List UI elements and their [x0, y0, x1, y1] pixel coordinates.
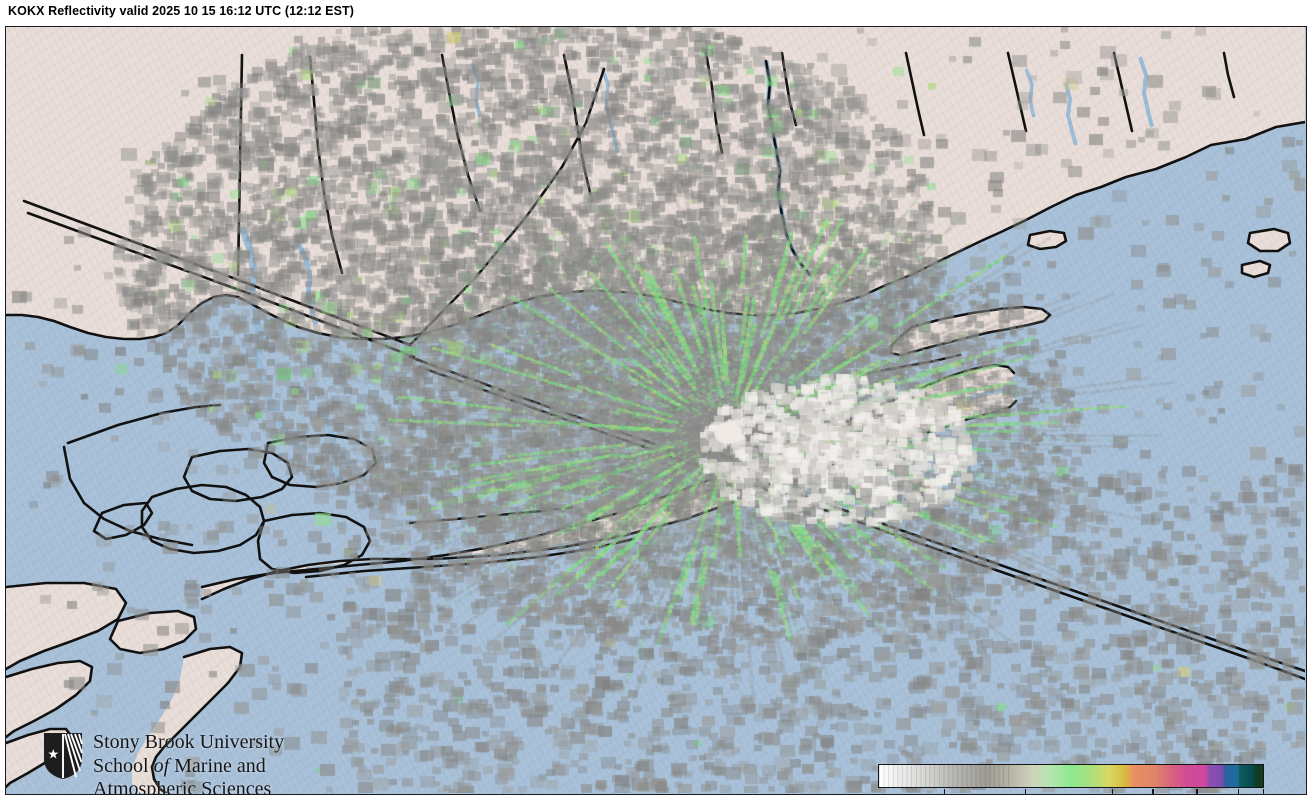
colorbar-tick	[1152, 789, 1154, 794]
shield-icon	[44, 733, 83, 779]
logo-text: Stony Brook University School of Marine …	[93, 731, 284, 794]
logo-line-2: School of Marine and	[93, 754, 266, 777]
stony-brook-logo: Stony Brook University School of Marine …	[42, 731, 284, 794]
colorbar-tick	[943, 789, 946, 794]
colorbar-tick	[1237, 789, 1240, 794]
map-viewport[interactable]: Stony Brook University School of Marine …	[6, 27, 1306, 794]
page-title: KOKX Reflectivity valid 2025 10 15 16:12…	[8, 4, 355, 18]
colorbar-ticks	[878, 789, 1265, 794]
colorbar-tick	[1024, 789, 1027, 794]
logo-line-1: Stony Brook University	[93, 731, 285, 753]
colorbar-tick	[1196, 789, 1198, 794]
colorbar-gradient	[879, 765, 1263, 787]
map-frame[interactable]: Stony Brook University School of Marine …	[5, 26, 1307, 795]
colorbar-swatch	[878, 764, 1264, 788]
colorbar-bin-stripes	[879, 765, 1010, 787]
colorbar-tick	[1111, 789, 1114, 794]
colorbar: 0204050607080	[878, 764, 1265, 794]
logo-line-3: Atmospheric Sciences	[93, 778, 272, 794]
radar-reflectivity-layer	[6, 27, 1305, 793]
colorbar-tick	[1262, 789, 1265, 794]
